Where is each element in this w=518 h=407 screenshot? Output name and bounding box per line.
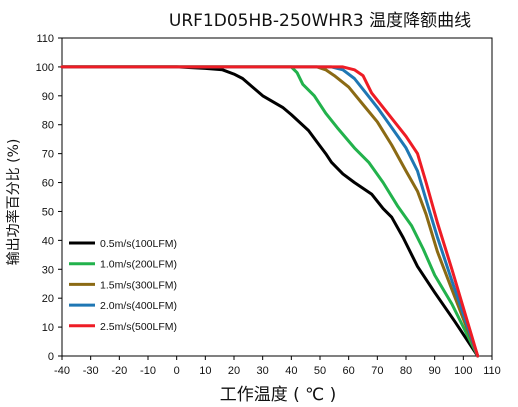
plot-border — [61, 37, 493, 357]
series-line-3 — [60, 65, 480, 358]
x-tick-label: 60 — [343, 365, 355, 377]
y-tick-label: 80 — [42, 120, 54, 132]
x-tick-label: -40 — [54, 365, 70, 377]
x-tick-label: -10 — [140, 365, 156, 377]
chart-title: URF1D05HB-250WHR3 温度降额曲线 — [169, 11, 471, 31]
y-tick-label: 10 — [42, 322, 54, 334]
y-tick-label: 60 — [42, 178, 54, 190]
y-tick-label: 110 — [36, 33, 54, 45]
y-tick-label: 50 — [42, 206, 54, 218]
x-tick-label: 80 — [400, 365, 412, 377]
y-tick-label: 30 — [42, 264, 54, 276]
legend-label: 0.5m/s(100LFM) — [100, 238, 177, 250]
x-tick-label: 10 — [199, 365, 211, 377]
x-axis: -40 -30 -20 -10 0 10 20 30 40 50 60 70 80 90 100 110 — [54, 356, 501, 377]
x-tick-label: -30 — [83, 365, 99, 377]
x-tick-label: 20 — [228, 365, 240, 377]
series-line-1 — [60, 65, 480, 358]
x-tick-label: 100 — [454, 365, 472, 377]
y-axis-label: 输出功率百分比 (%) — [5, 139, 22, 266]
x-tick-label: 30 — [257, 365, 269, 377]
y-tick-label: 100 — [36, 62, 54, 74]
y-axis: 0 10 20 30 40 50 60 70 80 90 100 110 — [36, 33, 62, 363]
series-line-5 — [60, 65, 480, 358]
legend-label: 1.0m/s(200LFM) — [100, 259, 177, 271]
legend-label: 2.0m/s(400LFM) — [100, 300, 177, 312]
x-tick-label: -20 — [111, 365, 127, 377]
x-tick-label: 0 — [174, 365, 180, 377]
x-tick-label: 50 — [314, 365, 326, 377]
legend-label: 2.5m/s(500LFM) — [100, 321, 177, 333]
series-line-2 — [60, 65, 480, 358]
legend: 0.5m/s(100LFM) 1.0m/s(200LFM) 1.5m/s(300LF… — [69, 238, 177, 333]
series-group — [60, 65, 480, 358]
y-tick-label: 0 — [48, 351, 54, 363]
y-tick-label: 90 — [42, 91, 54, 103]
plot-area — [61, 37, 493, 357]
x-tick-label: 70 — [371, 365, 383, 377]
x-axis-label: 工作温度 ( ℃ ) — [220, 385, 337, 405]
x-tick-label: 40 — [285, 365, 297, 377]
y-tick-label: 70 — [42, 149, 54, 161]
y-tick-label: 40 — [42, 235, 54, 247]
y-tick-label: 20 — [42, 293, 54, 305]
x-tick-label: 110 — [483, 365, 501, 377]
series-line-4 — [60, 65, 480, 358]
x-tick-label: 90 — [429, 365, 441, 377]
legend-label: 1.5m/s(300LFM) — [100, 279, 177, 291]
